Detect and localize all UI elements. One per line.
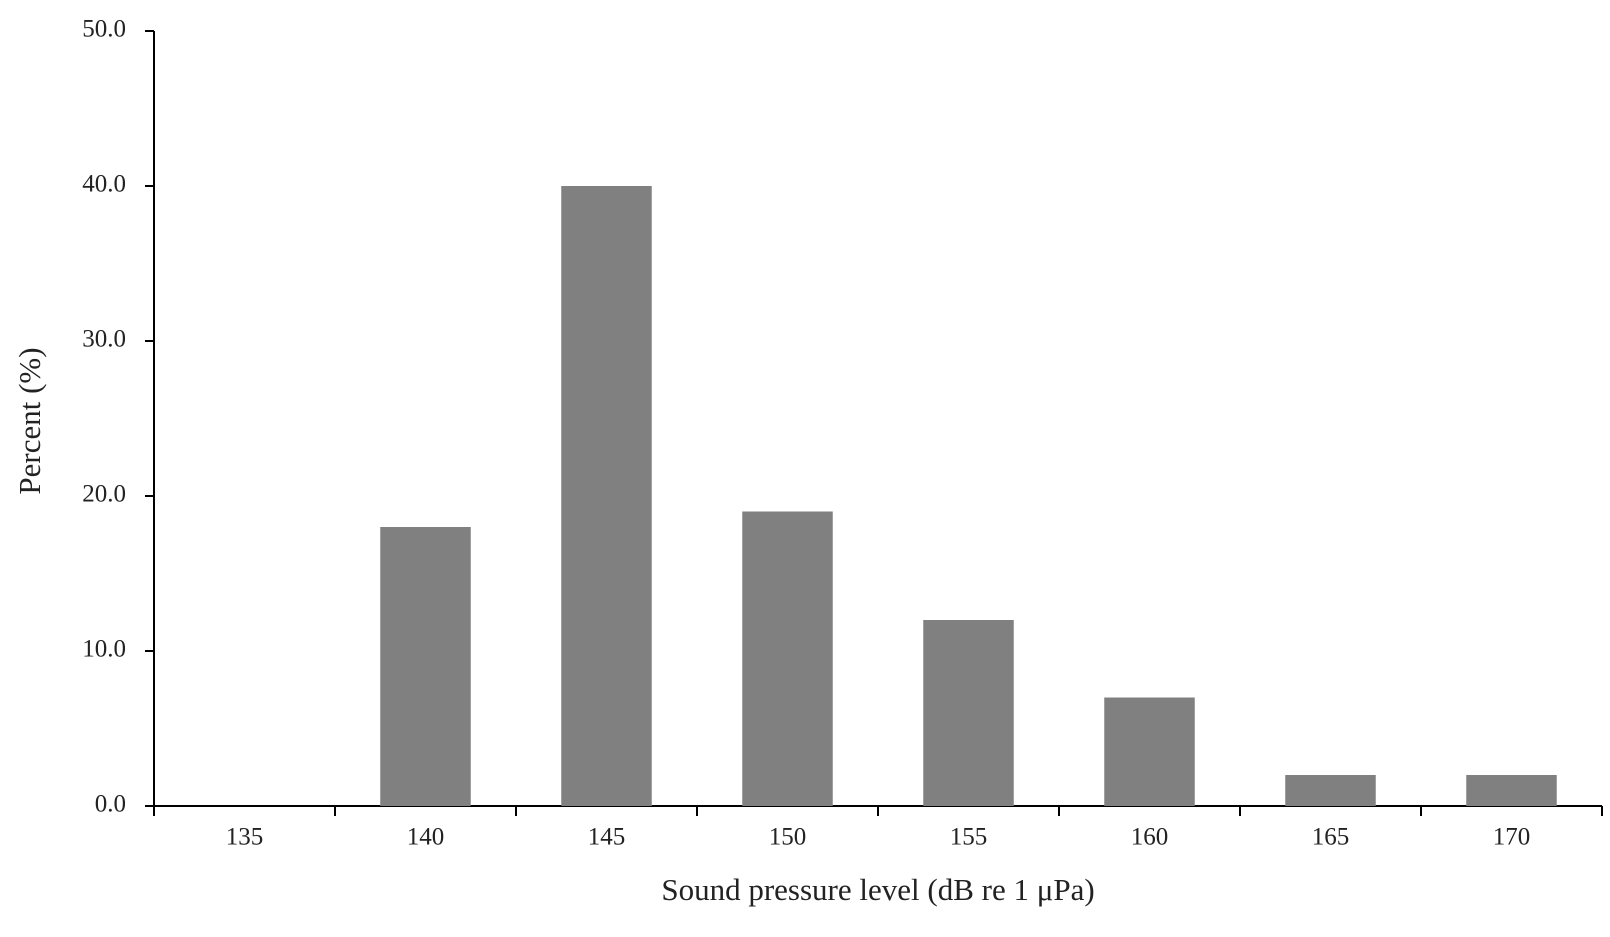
- y-tick-label: 50.0: [82, 16, 126, 43]
- y-tick-label: 40.0: [82, 171, 126, 198]
- bar: [742, 511, 833, 806]
- x-axis-title: Sound pressure level (dB re 1 μPa): [661, 872, 1094, 907]
- y-tick-label: 30.0: [82, 326, 126, 353]
- x-tick-label: 155: [950, 824, 988, 851]
- bar: [380, 527, 471, 806]
- x-tick-label: 145: [588, 824, 626, 851]
- x-tick-label: 160: [1131, 824, 1169, 851]
- bar: [1285, 775, 1376, 806]
- x-tick-label: 170: [1493, 824, 1531, 851]
- bar: [561, 186, 652, 806]
- y-axis-title: Percent (%): [12, 347, 47, 494]
- bar: [1104, 697, 1195, 806]
- x-tick-label: 165: [1312, 824, 1350, 851]
- x-tick-label: 150: [769, 824, 807, 851]
- x-tick-label: 140: [407, 824, 445, 851]
- y-tick-label: 20.0: [82, 481, 126, 508]
- bar: [923, 620, 1014, 806]
- x-tick-label: 135: [226, 824, 264, 851]
- bar: [1466, 775, 1557, 806]
- y-tick-label: 10.0: [82, 636, 126, 663]
- y-tick-label: 0.0: [95, 791, 126, 818]
